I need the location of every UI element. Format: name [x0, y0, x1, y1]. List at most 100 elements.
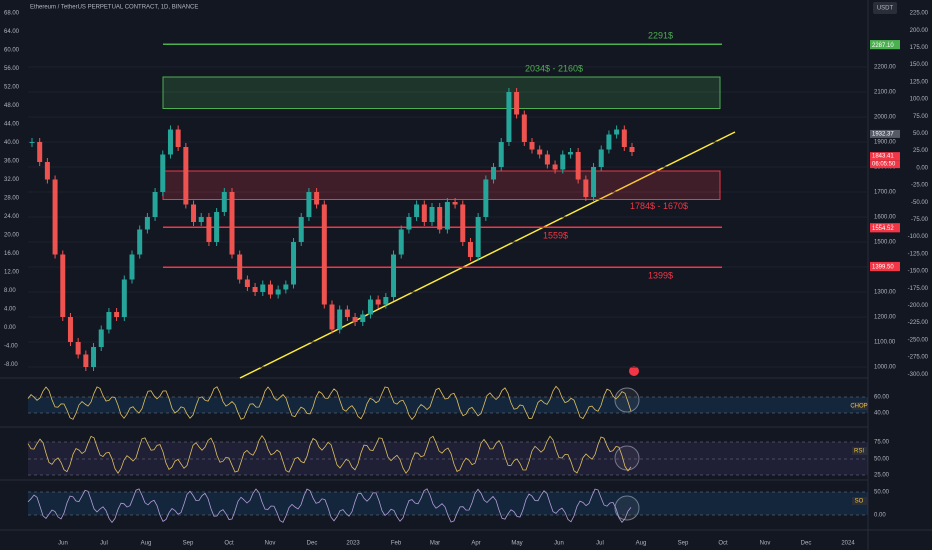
- date-label: Sep: [183, 541, 194, 547]
- candle: [37, 142, 43, 162]
- highlight: [614, 495, 640, 521]
- date-label: May: [511, 541, 522, 547]
- left-label: 8.00: [4, 288, 16, 294]
- candle: [244, 279, 250, 287]
- left-label: 44.00: [4, 122, 20, 128]
- date-label: Mar: [430, 541, 440, 547]
- indicator-line: [27, 385, 632, 421]
- date-label: Dec: [801, 541, 812, 547]
- outer-label: 200.00: [910, 28, 929, 34]
- left-label: -8.00: [4, 362, 18, 368]
- indicator-tick: 50.00: [874, 490, 890, 496]
- candle: [552, 164, 558, 170]
- price-label: 2000.00: [874, 115, 896, 121]
- date-label: Oct: [718, 541, 728, 547]
- indicator-tick: 40.00: [874, 411, 890, 417]
- candle: [229, 192, 235, 255]
- left-label: 12.00: [4, 270, 20, 276]
- candle: [275, 289, 281, 295]
- indicator-band: [28, 492, 868, 515]
- trend-line: [239, 131, 736, 379]
- candle: [537, 149, 543, 155]
- candle: [183, 147, 189, 205]
- candle: [314, 192, 320, 205]
- outer-label: 125.00: [910, 79, 929, 85]
- outer-label: -75.00: [911, 217, 929, 223]
- candle: [544, 154, 550, 165]
- indicator-tick: 75.00: [874, 440, 890, 446]
- left-label: 32.00: [4, 177, 20, 183]
- candle: [267, 284, 273, 295]
- outer-label: -25.00: [911, 183, 929, 189]
- zone-label: 2034$ - 2160$: [525, 63, 583, 73]
- price-label: 2100.00: [874, 90, 896, 96]
- date-label: Jun: [58, 541, 68, 547]
- candle: [575, 152, 581, 180]
- indicator-badge: [852, 447, 867, 455]
- candle: [137, 229, 143, 255]
- left-label: 56.00: [4, 66, 20, 72]
- candle: [114, 312, 120, 317]
- candle: [398, 229, 404, 255]
- candle: [598, 149, 604, 167]
- candle: [106, 312, 112, 330]
- candle: [467, 242, 473, 257]
- candle: [60, 254, 66, 317]
- candle: [621, 129, 627, 147]
- candle: [567, 152, 573, 155]
- candle: [606, 134, 612, 150]
- outer-label: -250.00: [908, 337, 929, 343]
- price-badge-label: 1399.50: [872, 265, 894, 271]
- candle: [237, 254, 243, 280]
- outer-label: 100.00: [910, 97, 929, 103]
- candle: [337, 309, 343, 330]
- indicator-line: [27, 488, 632, 524]
- indicator-band: [28, 442, 868, 475]
- candle: [129, 254, 135, 280]
- candle: [291, 242, 297, 285]
- indicator-badge: [852, 402, 867, 410]
- candle: [437, 207, 443, 230]
- price-label: 1000.00: [874, 365, 896, 371]
- left-label: 52.00: [4, 85, 20, 91]
- price-badge: [870, 263, 900, 272]
- candle: [83, 354, 89, 367]
- price-badge: [870, 152, 900, 161]
- date-label: Nov: [760, 541, 771, 547]
- candle: [144, 217, 150, 230]
- left-label: 36.00: [4, 159, 20, 165]
- candle: [29, 142, 35, 143]
- price-label: 1600.00: [874, 215, 896, 221]
- indicator-tick: 0.00: [874, 513, 886, 519]
- left-label: 40.00: [4, 140, 20, 146]
- price-badge-label: 06:05:50: [872, 162, 896, 168]
- date-label: Sep: [678, 541, 689, 547]
- indicator-name: CHOP: [850, 404, 867, 410]
- candle: [383, 297, 389, 305]
- outer-label: -100.00: [908, 234, 929, 240]
- event-icon[interactable]: [629, 366, 639, 376]
- outer-label: -225.00: [908, 320, 929, 326]
- candle: [321, 204, 327, 305]
- candle: [375, 299, 381, 305]
- candle: [214, 212, 220, 242]
- left-label: 64.00: [4, 29, 20, 35]
- outer-label: -50.00: [911, 200, 929, 206]
- left-label: 20.00: [4, 233, 20, 239]
- indicator-name: RSI: [854, 449, 864, 455]
- indicator-tick: 60.00: [874, 395, 890, 401]
- outer-label: -300.00: [908, 372, 929, 378]
- candle: [98, 329, 104, 347]
- price-badge: [870, 160, 900, 169]
- indicator-name: SO: [855, 499, 864, 505]
- candle: [198, 217, 204, 222]
- candle: [260, 284, 266, 292]
- level-label: 2291$: [648, 31, 673, 41]
- candle: [460, 204, 466, 242]
- price-badge-label: 2287.10: [872, 43, 894, 49]
- price-label: 1900.00: [874, 140, 896, 146]
- candle: [414, 204, 420, 217]
- candle: [75, 342, 81, 355]
- candle: [406, 217, 412, 230]
- zone: [162, 170, 721, 200]
